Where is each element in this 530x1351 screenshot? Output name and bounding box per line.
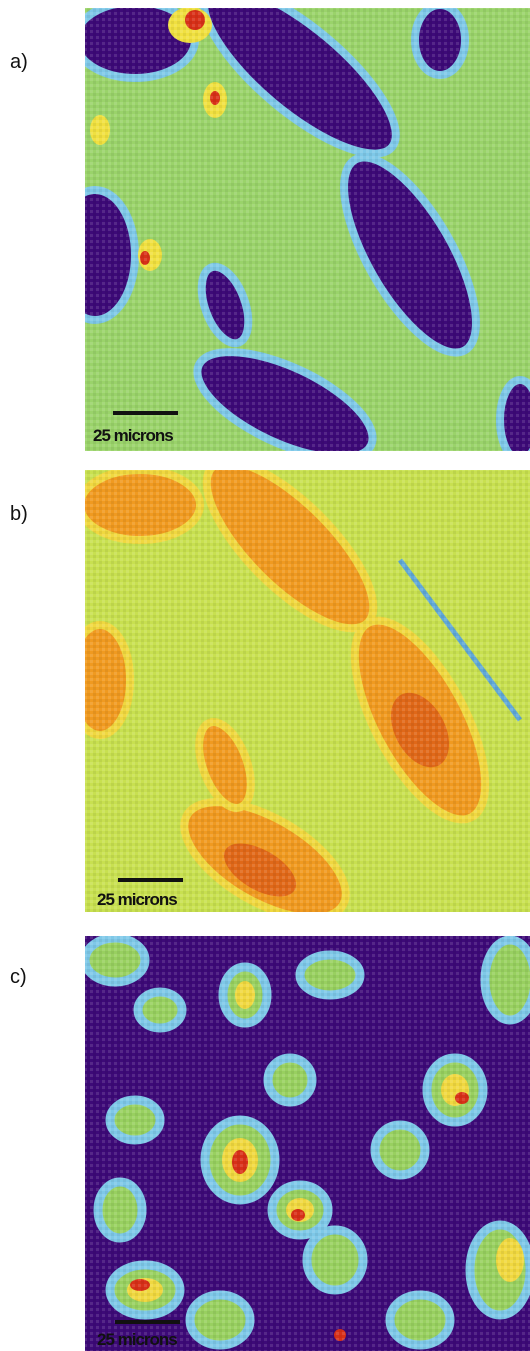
panel-image bbox=[70, 438, 530, 942]
figure: a) 25 microns b) bbox=[0, 0, 530, 1351]
scale-bar-label: 25 microns bbox=[97, 1330, 177, 1349]
panel-image bbox=[85, 936, 530, 1351]
scale-bar-label: 25 microns bbox=[93, 426, 173, 445]
scale-bar-label: 25 microns bbox=[97, 890, 177, 909]
page: {"panels": [ {"label": "a)", "scale_bar"… bbox=[0, 0, 530, 1351]
panel-label: b) bbox=[10, 503, 28, 525]
panel-image bbox=[55, 0, 530, 480]
panel-label: c) bbox=[10, 966, 27, 988]
panel-label: a) bbox=[10, 51, 28, 73]
